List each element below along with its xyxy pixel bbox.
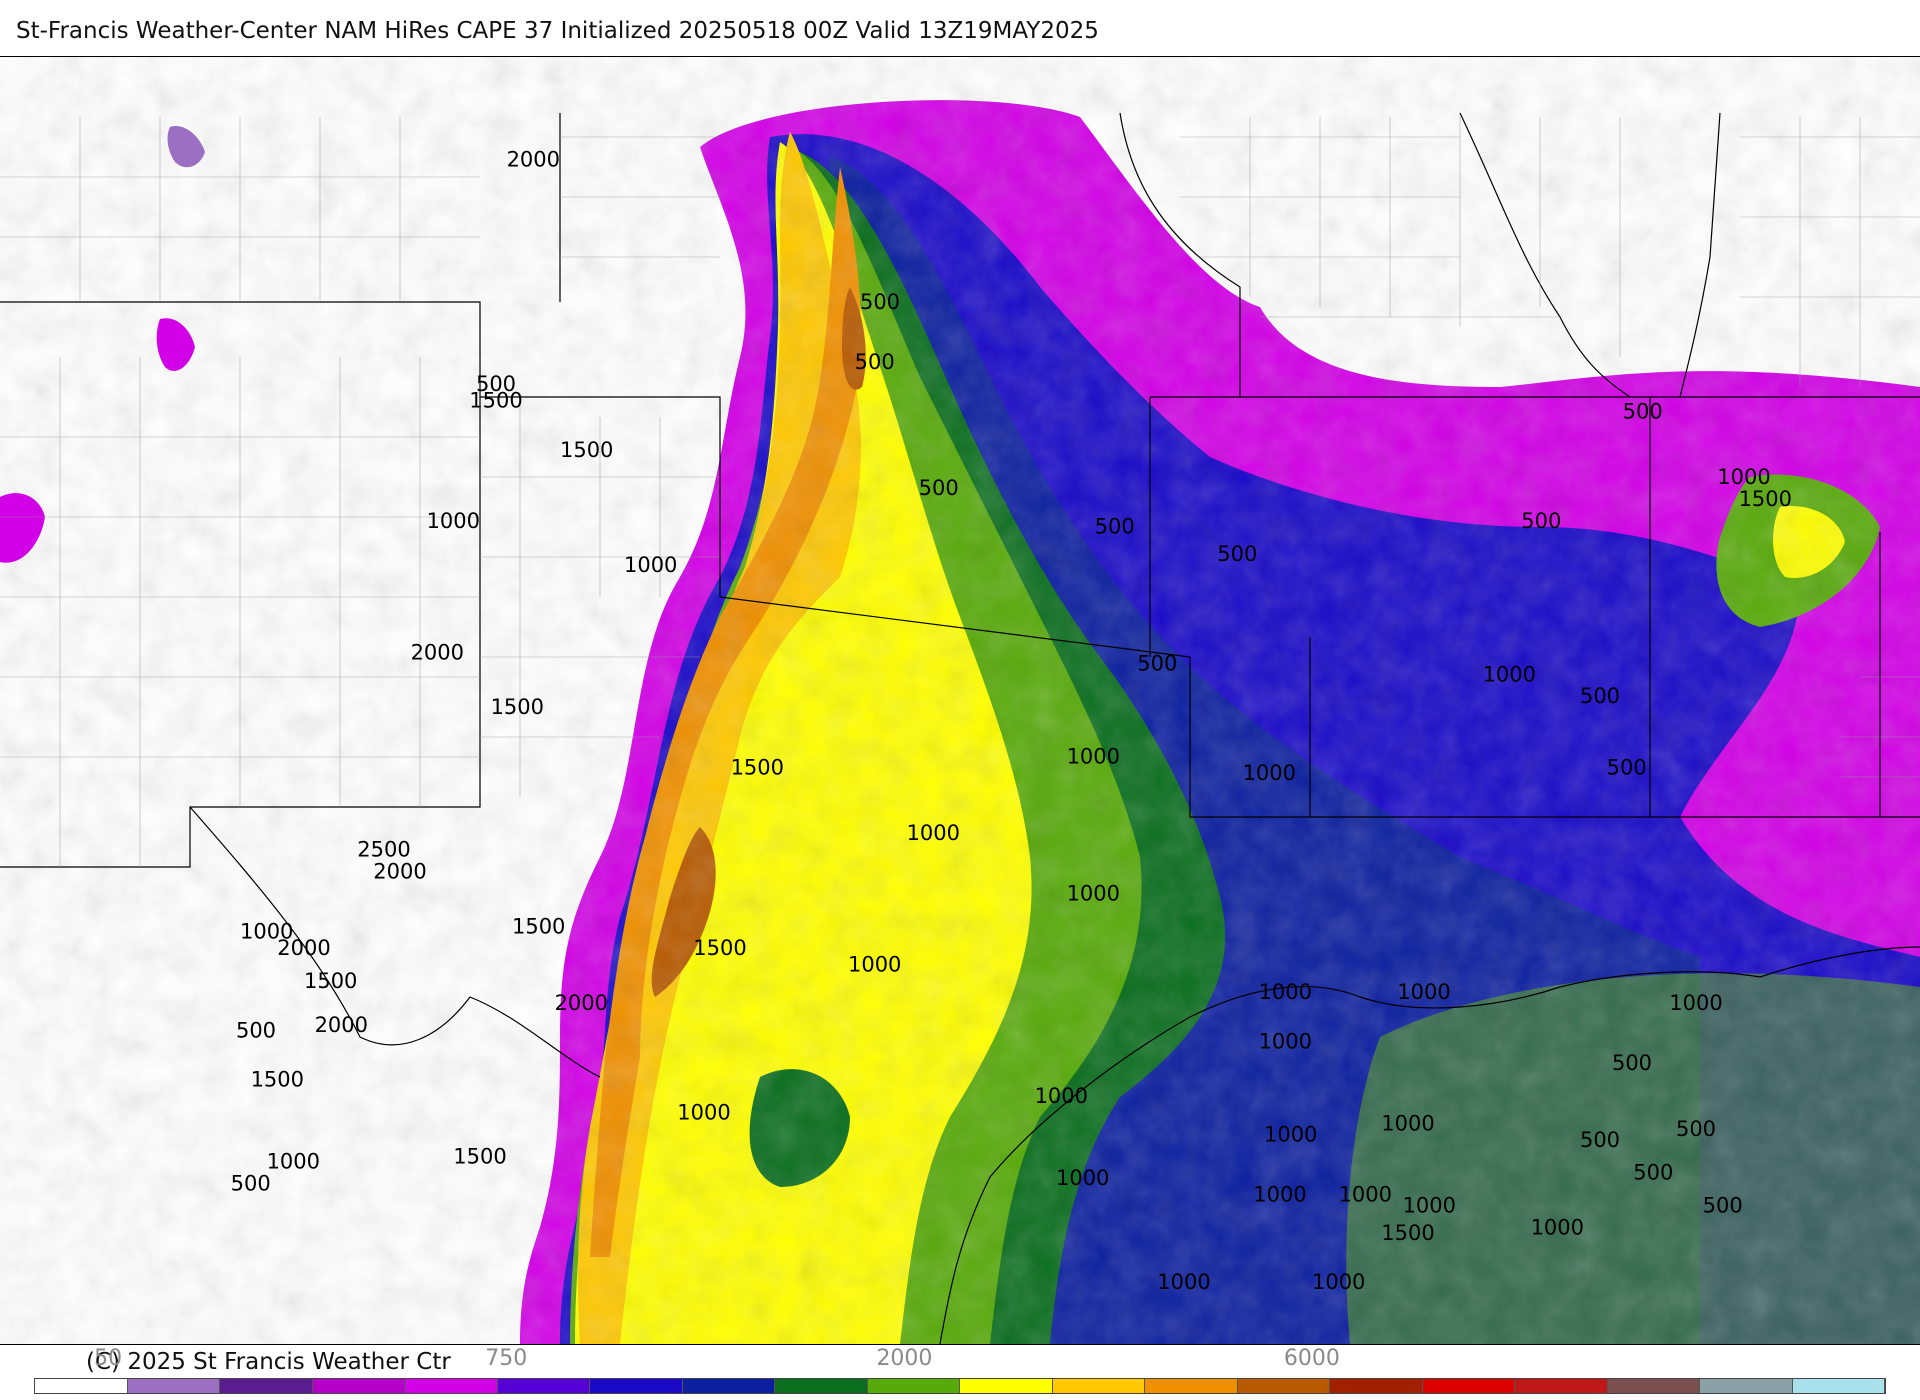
contour-label: 1000 xyxy=(1259,980,1312,1004)
contour-label: 500 xyxy=(1612,1051,1652,1075)
cape-field xyxy=(0,57,1920,1344)
contour-label: 500 xyxy=(1580,684,1620,708)
contour-label: 1000 xyxy=(240,920,293,944)
contour-label: 1500 xyxy=(693,936,746,960)
map-title: St-Francis Weather-Center NAM HiRes CAPE… xyxy=(16,18,1099,44)
contour-label: 1500 xyxy=(453,1144,506,1168)
colorbar-scale-label: 50 xyxy=(94,1346,123,1371)
contour-label: 1000 xyxy=(1056,1166,1109,1190)
contour-label: 500 xyxy=(1623,400,1663,424)
contour-label: 2000 xyxy=(373,860,426,884)
colorbar-swatch xyxy=(1145,1379,1238,1393)
contour-label: 2000 xyxy=(277,936,330,960)
contour-labels: 2000500150015001000100020001500150010002… xyxy=(231,148,1792,1295)
contour-label: 1000 xyxy=(907,821,960,845)
contour-label: 1000 xyxy=(1067,881,1120,905)
colorbar-swatch xyxy=(682,1379,775,1393)
contour-label: 1500 xyxy=(512,914,565,938)
colorbar-swatch xyxy=(1422,1379,1515,1393)
contour-label: 1000 xyxy=(677,1101,730,1125)
colorbar-swatch xyxy=(312,1379,405,1393)
colorbar-scale-label: 6000 xyxy=(1283,1346,1340,1371)
contour-label: 1000 xyxy=(1397,980,1450,1004)
contour-label: 500 xyxy=(1580,1128,1620,1152)
contour-label: 500 xyxy=(1703,1194,1743,1218)
contour-label: 1500 xyxy=(731,755,784,779)
contour-label: 1000 xyxy=(1243,761,1296,785)
contour-label: 1000 xyxy=(1035,1084,1088,1108)
colorbar-scale-label: 750 xyxy=(485,1346,528,1371)
contour-label: 1500 xyxy=(560,438,613,462)
contour-label: 1000 xyxy=(1531,1216,1584,1240)
contour-label: 1000 xyxy=(624,553,677,577)
contour-label: 1000 xyxy=(1157,1270,1210,1294)
contour-label: 1500 xyxy=(1381,1221,1434,1245)
contour-label: 1500 xyxy=(304,969,357,993)
contour-label: 1000 xyxy=(848,953,901,977)
contour-label: 2000 xyxy=(507,148,560,172)
copyright-text: (C) 2025 St Francis Weather Ctr xyxy=(86,1349,451,1375)
colorbar-swatch xyxy=(1237,1379,1330,1393)
colorbar-swatch xyxy=(1792,1379,1885,1393)
colorbar-swatch xyxy=(1052,1379,1145,1393)
colorbar-swatch xyxy=(867,1379,960,1393)
contour-label: 1000 xyxy=(1339,1183,1392,1207)
contour-label: 2000 xyxy=(411,640,464,664)
contour-label: 1000 xyxy=(1483,662,1536,686)
county-lines xyxy=(0,117,1920,867)
contour-label: 500 xyxy=(1676,1117,1716,1141)
contour-label: 1000 xyxy=(1264,1122,1317,1146)
colorbar-swatch xyxy=(1330,1379,1423,1393)
contour-label: 1000 xyxy=(1312,1270,1365,1294)
contour-label: 1000 xyxy=(1253,1183,1306,1207)
contour-label: 1500 xyxy=(1739,487,1792,511)
colorbar-swatch xyxy=(497,1379,590,1393)
contour-label: 500 xyxy=(1633,1161,1673,1185)
state-boundaries xyxy=(0,112,1920,1344)
contour-label: 500 xyxy=(1521,509,1561,533)
colorbar-scale-labels: 50 750 2000 6000 xyxy=(0,1346,1920,1374)
colorbar-swatch xyxy=(960,1379,1053,1393)
colorbar-swatch xyxy=(35,1379,128,1393)
contour-label: 500 xyxy=(1607,755,1647,779)
contour-label: 1000 xyxy=(1381,1111,1434,1135)
contour-label: 500 xyxy=(1137,651,1177,675)
contour-label: 1000 xyxy=(1717,465,1770,489)
colorbar-swatch xyxy=(127,1379,220,1393)
contour-label: 2000 xyxy=(555,991,608,1015)
contour-label: 1000 xyxy=(267,1150,320,1174)
cape-colorbar xyxy=(34,1378,1886,1394)
contour-label: 2500 xyxy=(357,838,410,862)
contour-label: 1000 xyxy=(427,509,480,533)
contour-label: 500 xyxy=(919,476,959,500)
contour-label: 500 xyxy=(236,1018,276,1042)
contour-label: 1000 xyxy=(1403,1194,1456,1218)
colorbar-swatch xyxy=(1607,1379,1700,1393)
colorbar-swatch xyxy=(220,1379,313,1393)
contour-label: 500 xyxy=(231,1172,271,1196)
contour-label: 500 xyxy=(855,350,895,374)
contour-label: 1500 xyxy=(469,389,522,413)
colorbar-swatch xyxy=(775,1379,868,1393)
contour-label: 500 xyxy=(1095,515,1135,539)
contour-label: 1500 xyxy=(491,695,544,719)
contour-label: 1000 xyxy=(1067,745,1120,769)
contour-label: 2000 xyxy=(315,1013,368,1037)
contour-label: 500 xyxy=(1217,542,1257,566)
cape-map: 2000500150015001000100020001500150010002… xyxy=(0,56,1920,1345)
colorbar-swatch xyxy=(1700,1379,1793,1393)
colorbar-swatch xyxy=(405,1379,498,1393)
colorbar-scale-label: 2000 xyxy=(876,1346,933,1371)
contour-label: 500 xyxy=(860,290,900,314)
colorbar-swatch xyxy=(1515,1379,1608,1393)
contour-label: 500 xyxy=(476,372,516,396)
contour-label: 1500 xyxy=(251,1068,304,1092)
contour-label: 1000 xyxy=(1669,991,1722,1015)
contour-label: 1000 xyxy=(1259,1029,1312,1053)
colorbar-swatch xyxy=(590,1379,683,1393)
